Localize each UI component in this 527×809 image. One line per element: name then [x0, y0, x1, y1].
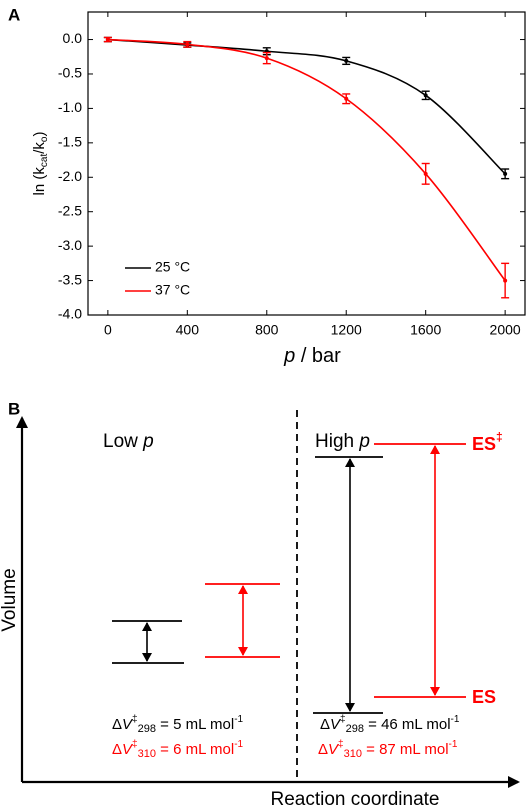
eq-temperature: 298: [346, 723, 364, 735]
x-axis-label-part: p: [283, 345, 295, 367]
eq-dagger: ‡: [132, 739, 138, 750]
diagram: Volume Reaction coordinate Low p High p …: [0, 410, 520, 809]
plot-frame: [87, 11, 526, 316]
eq-symbol: V: [328, 741, 340, 758]
eq-temperature: 298: [138, 723, 156, 735]
x-axis-label: Reaction coordinate: [271, 789, 440, 809]
eq-exponent: -1: [234, 714, 243, 725]
y-tick-label: -3.0: [58, 237, 82, 253]
eq-dagger: ‡: [340, 714, 346, 725]
y-tick-label: 0.0: [63, 30, 83, 46]
equation: ΔV‡298 = 5 mL mol-1: [112, 714, 244, 735]
eq-exponent: -1: [449, 739, 458, 750]
point: [264, 56, 269, 61]
x-tick-label: 2000: [490, 322, 521, 338]
legend-label: 37 °C: [155, 282, 190, 298]
transition-state-label: ES‡: [472, 430, 503, 454]
point: [423, 93, 428, 98]
y-tick-label: -1.0: [58, 99, 82, 115]
eq-delta: Δ: [112, 741, 122, 758]
y-axis-label-part: ln (k: [31, 167, 48, 196]
eq-rest: = 6 mL mol: [156, 741, 234, 758]
eq-rest: = 5 mL mol: [156, 716, 234, 733]
y-axis-label-part: cat: [39, 154, 50, 168]
point: [105, 37, 110, 42]
legend-label: 25 °C: [155, 259, 190, 275]
x-tick-label: 800: [255, 322, 279, 338]
equation: ΔV‡310 = 87 mL mol-1: [318, 739, 458, 760]
eq-symbol: V: [122, 741, 134, 758]
series-line: [107, 38, 506, 175]
point: [423, 171, 428, 176]
point: [503, 278, 508, 283]
y-axis-label: ln (kcat/ko): [31, 132, 50, 196]
y-tick-label: -2.0: [58, 168, 82, 184]
y-tick-label: -3.5: [58, 271, 82, 287]
point: [185, 42, 190, 47]
eq-rest: = 46 mL mol: [364, 716, 451, 733]
eq-exponent: -1: [451, 714, 460, 725]
ground-state-label: ES: [472, 687, 496, 707]
eq-exponent: -1: [234, 739, 243, 750]
y-axis-label: Volume: [0, 568, 20, 631]
y-tick-label: -0.5: [58, 65, 82, 81]
x-axis-label-part: / bar: [295, 345, 341, 367]
eq-delta: Δ: [318, 741, 328, 758]
point: [344, 58, 349, 63]
y-tick-label: -2.5: [58, 202, 82, 218]
x-axis-label: p / bar: [283, 345, 341, 367]
eq-temperature: 310: [138, 748, 156, 760]
eq-symbol: V: [122, 716, 134, 733]
y-axis-label-part: o: [39, 136, 50, 142]
eq-dagger: ‡: [338, 739, 344, 750]
eq-delta: Δ: [112, 716, 122, 733]
high-title: High p: [315, 431, 370, 452]
x-tick-label: 1600: [410, 322, 441, 338]
x-tick-label: 1200: [331, 322, 362, 338]
series-line: [107, 38, 506, 282]
panel-label: A: [8, 5, 20, 24]
y-tick-label: -4.0: [58, 306, 82, 322]
eq-dagger: ‡: [132, 714, 138, 725]
eq-symbol: V: [330, 716, 342, 733]
x-tick-label: 0: [104, 322, 112, 338]
eq-temperature: 310: [344, 748, 362, 760]
y-tick-label: -1.5: [58, 134, 82, 150]
x-tick-label: 400: [176, 322, 200, 338]
point: [344, 96, 349, 101]
eq-delta: Δ: [320, 716, 330, 733]
y-axis-label-part: ): [31, 132, 48, 137]
panel-label: B: [8, 399, 20, 418]
low-title: Low p: [103, 431, 154, 452]
point: [503, 171, 508, 176]
y-axis-label-part: /k: [31, 142, 48, 154]
eq-rest: = 87 mL mol: [362, 741, 449, 758]
equation: ΔV‡298 = 46 mL mol-1: [320, 714, 460, 735]
equation: ΔV‡310 = 6 mL mol-1: [112, 739, 244, 760]
